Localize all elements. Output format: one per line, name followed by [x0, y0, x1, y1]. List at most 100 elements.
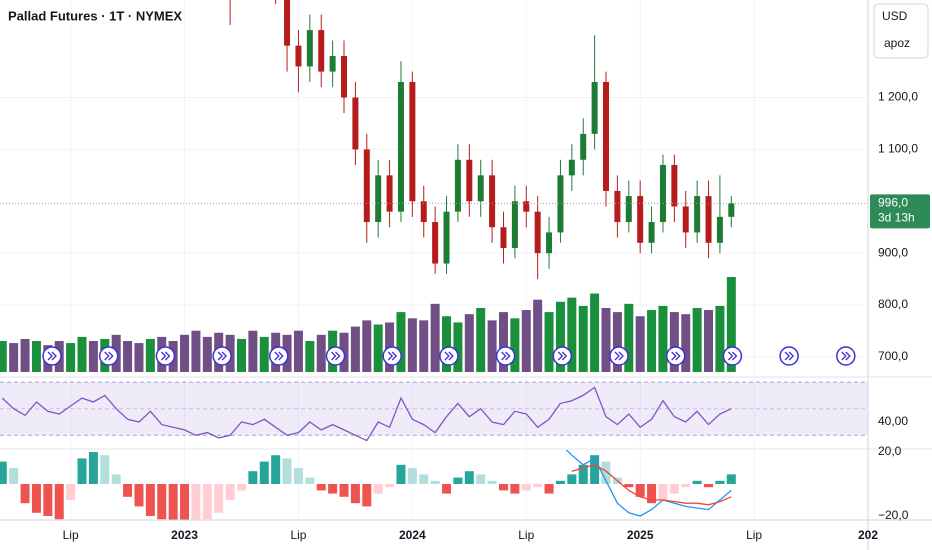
- volume-bar: [180, 334, 190, 372]
- y-tick-label: 700,0: [878, 349, 908, 363]
- volume-bar: [464, 314, 474, 372]
- volume-bar: [601, 307, 611, 372]
- candle-body: [341, 56, 348, 98]
- volume-bar: [533, 299, 543, 372]
- last-price-label: 996,0: [878, 196, 908, 210]
- macd-histogram-bar: [647, 484, 657, 504]
- volume-bar: [316, 334, 326, 372]
- macd-histogram-bar: [123, 484, 133, 497]
- macd-histogram-bar: [293, 468, 303, 484]
- y-tick-label: 40,00: [878, 414, 908, 428]
- macd-histogram-bar: [453, 477, 463, 484]
- candle-body: [511, 201, 518, 248]
- volume-bar: [236, 338, 246, 372]
- volume-bar: [145, 338, 155, 372]
- candle-body: [637, 196, 644, 243]
- event-icon: [274, 351, 284, 361]
- macd-histogram-bar: [464, 471, 474, 484]
- macd-histogram-bar: [442, 484, 452, 494]
- macd-histogram-bar: [31, 484, 41, 513]
- macd-histogram-bar: [145, 484, 155, 516]
- volume-bar: [681, 314, 691, 372]
- macd-histogram-bar: [77, 458, 87, 484]
- candle-body: [534, 211, 541, 254]
- candle-body: [625, 196, 632, 223]
- candle-body: [557, 175, 564, 233]
- macd-histogram-bar: [567, 474, 577, 484]
- macd-histogram-bar: [271, 455, 281, 484]
- y-tick-label: 20,0: [878, 444, 902, 458]
- volume-bar: [692, 307, 702, 372]
- volume-bar: [419, 320, 429, 372]
- candle-body: [523, 201, 530, 212]
- last-price-box: [870, 194, 930, 229]
- volume-bar: [647, 310, 657, 372]
- volume-bar: [202, 336, 212, 372]
- candle-body: [568, 159, 575, 176]
- y-tick-label: 1 100,0: [878, 142, 918, 156]
- macd-histogram-bar: [601, 461, 611, 484]
- volume-bar: [590, 293, 600, 372]
- volume-bar: [248, 330, 258, 372]
- rsi-pane: [0, 381, 868, 442]
- volume-bar: [578, 305, 588, 372]
- macd-histogram-bar: [624, 484, 634, 488]
- volume-bar: [498, 312, 508, 372]
- macd-histogram-bar: [476, 474, 486, 484]
- macd-histogram-bar: [225, 484, 235, 500]
- volume-bar: [430, 303, 440, 372]
- macd-histogram-bar: [669, 484, 679, 494]
- y-tick-label: 800,0: [878, 297, 908, 311]
- candle-body: [397, 81, 404, 212]
- macd-histogram-bar: [259, 461, 269, 484]
- candle-body: [489, 175, 496, 228]
- candle-body: [614, 190, 621, 223]
- currency-button[interactable]: [873, 3, 929, 59]
- macd-histogram-bar: [282, 458, 292, 484]
- event-icon: [331, 351, 341, 361]
- macd-histogram-bar: [681, 484, 691, 488]
- macd-histogram-bar: [362, 484, 372, 507]
- volume-bar: [521, 310, 531, 372]
- x-tick-label: 202: [858, 528, 878, 542]
- volume-bar: [612, 312, 622, 372]
- macd-histogram-bar: [578, 464, 588, 484]
- macd-histogram-bar: [635, 484, 645, 497]
- candle-body: [546, 232, 553, 254]
- x-tick-label: Lip: [63, 528, 79, 542]
- y-tick-label: −20,0: [878, 508, 909, 522]
- candle-body: [477, 175, 484, 202]
- volume-bar: [453, 322, 463, 372]
- macd-histogram-bar: [328, 484, 338, 494]
- x-tick-label: 2023: [171, 528, 198, 542]
- macd-histogram-bar: [316, 484, 326, 491]
- candle-body: [603, 81, 610, 191]
- volume-bar: [407, 318, 417, 372]
- candle-body: [409, 81, 416, 202]
- macd-histogram-bar: [111, 474, 121, 484]
- volume-bar: [624, 303, 634, 372]
- macd-histogram-bar: [0, 461, 7, 484]
- candle-body: [671, 164, 678, 207]
- macd-histogram-bar: [419, 474, 429, 484]
- x-tick-label: 2025: [627, 528, 654, 542]
- macd-histogram-bar: [180, 484, 190, 520]
- macd-histogram-bar: [396, 464, 406, 484]
- macd-histogram-bar: [134, 484, 144, 507]
- macd-pane: [0, 450, 736, 520]
- event-icon: [47, 351, 57, 361]
- macd-histogram-bar: [658, 484, 668, 500]
- volume-bar: [373, 324, 383, 372]
- candle-body: [386, 175, 393, 212]
- macd-histogram-bar: [66, 484, 76, 500]
- event-icon: [104, 351, 114, 361]
- volume-bar: [726, 277, 736, 372]
- volume-bar: [704, 310, 714, 372]
- candle-body: [432, 222, 439, 264]
- macd-histogram-bar: [191, 484, 201, 520]
- macd-histogram-bar: [236, 484, 246, 491]
- macd-histogram-bar: [373, 484, 383, 494]
- candle-body: [659, 164, 666, 223]
- candle-body: [454, 159, 461, 212]
- macd-histogram-bar: [590, 455, 600, 484]
